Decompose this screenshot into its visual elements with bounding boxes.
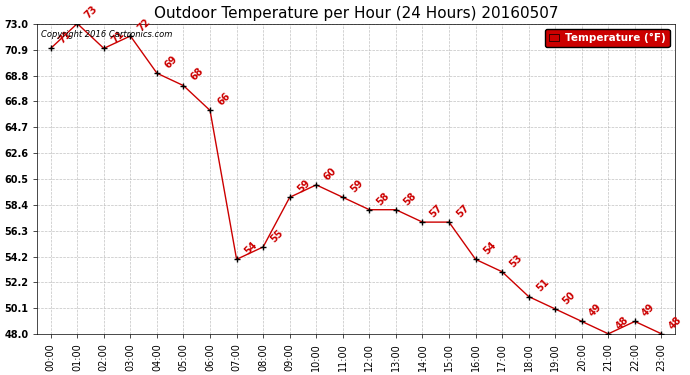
Text: 69: 69 [162,54,179,70]
Text: 54: 54 [481,240,497,256]
Text: 55: 55 [268,228,286,244]
Text: 71: 71 [110,29,126,46]
Text: 57: 57 [455,203,471,219]
Text: 57: 57 [428,203,444,219]
Text: 73: 73 [83,4,99,21]
Text: 59: 59 [295,178,312,195]
Text: 49: 49 [640,302,657,319]
Title: Outdoor Temperature per Hour (24 Hours) 20160507: Outdoor Temperature per Hour (24 Hours) … [154,6,558,21]
Text: 60: 60 [322,165,338,182]
Legend: Temperature (°F): Temperature (°F) [545,29,669,47]
Text: Copyright 2016 Cartronics.com: Copyright 2016 Cartronics.com [41,30,172,39]
Text: 58: 58 [402,190,418,207]
Text: 72: 72 [136,16,152,33]
Text: 53: 53 [508,252,524,269]
Text: 66: 66 [215,91,233,108]
Text: 59: 59 [348,178,365,195]
Text: 68: 68 [189,66,206,83]
Text: 71: 71 [57,29,73,46]
Text: 48: 48 [667,314,684,331]
Text: 54: 54 [242,240,259,256]
Text: 58: 58 [375,190,392,207]
Text: 51: 51 [534,277,551,294]
Text: 50: 50 [561,290,578,306]
Text: 49: 49 [587,302,604,319]
Text: 48: 48 [614,314,631,331]
